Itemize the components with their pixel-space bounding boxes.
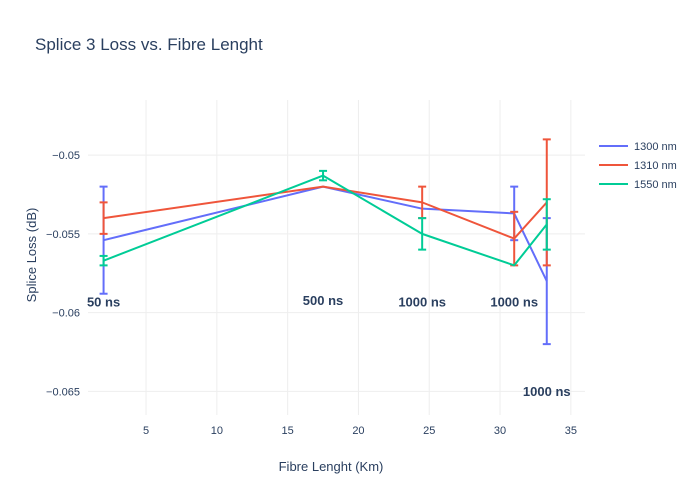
x-tick-label: 10 (211, 425, 223, 437)
annotation-layer: 50 ns 500 ns 1000 ns 1000 ns 1000 ns (87, 293, 571, 399)
x-tick-label: 5 (143, 425, 149, 437)
legend-item[interactable]: 1310 nm (599, 160, 677, 172)
annotation-label: 1000 ns (523, 384, 571, 399)
series-layer (99, 138, 551, 346)
annotation-label: 500 ns (303, 293, 343, 308)
series-1310-nm (99, 138, 551, 267)
chart-title: Splice 3 Loss vs. Fibre Lenght (35, 35, 263, 54)
x-tick-label: 20 (352, 425, 364, 437)
annotation-label: 50 ns (87, 294, 120, 309)
legend: 1300 nm 1310 nm 1550 nm (599, 141, 677, 191)
error-bar (99, 254, 108, 267)
y-axis-ticks: −0.05 −0.055 −0.06 −0.065 (46, 150, 80, 398)
annotation-label: 1000 ns (490, 294, 538, 309)
legend-label: 1550 nm (634, 179, 677, 191)
x-tick-label: 35 (565, 425, 577, 437)
legend-item[interactable]: 1300 nm (599, 141, 677, 153)
error-bar (418, 217, 427, 251)
series-line (103, 174, 548, 267)
legend-label: 1310 nm (634, 160, 677, 172)
error-bar (99, 201, 108, 235)
x-axis-ticks: 5 10 15 20 25 30 35 (143, 425, 577, 437)
x-axis-title: Fibre Lenght (Km) (279, 459, 384, 474)
series-1300-nm (99, 185, 551, 346)
x-tick-label: 15 (282, 425, 294, 437)
y-tick-label: −0.055 (46, 229, 80, 241)
x-tick-label: 30 (494, 425, 506, 437)
x-tick-label: 25 (423, 425, 435, 437)
series-1550-nm (99, 169, 551, 267)
y-axis-title: Splice Loss (dB) (24, 208, 39, 303)
annotation-label: 1000 ns (398, 294, 446, 309)
y-tick-label: −0.05 (52, 150, 80, 162)
legend-label: 1300 nm (634, 141, 677, 153)
y-tick-label: −0.06 (52, 308, 80, 320)
error-bar (319, 169, 328, 182)
y-tick-label: −0.065 (46, 386, 80, 398)
grid (88, 100, 585, 415)
error-bar (542, 198, 551, 251)
legend-item[interactable]: 1550 nm (599, 179, 677, 191)
